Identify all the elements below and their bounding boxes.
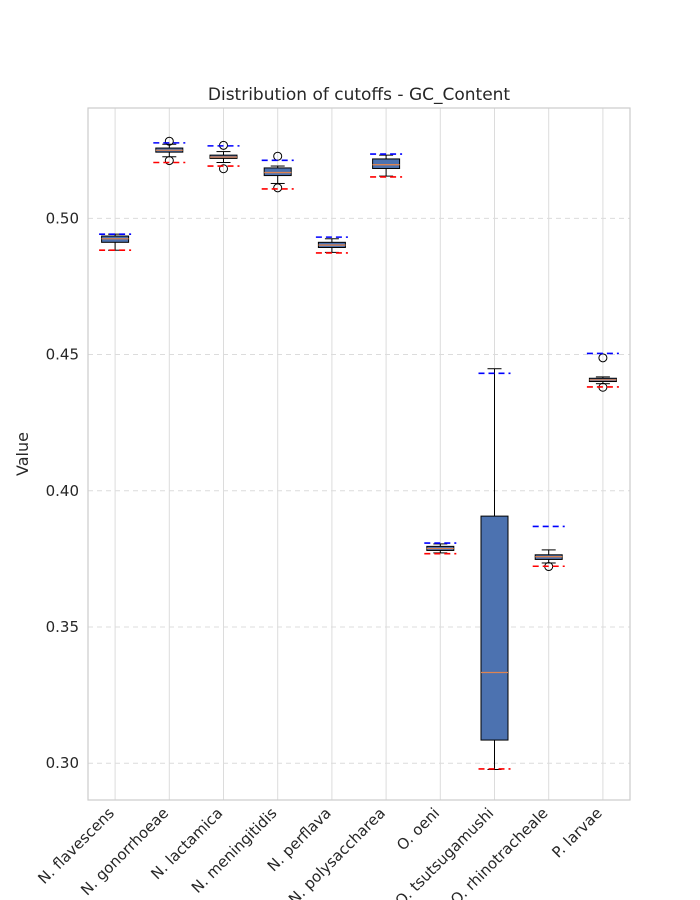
x-tick-label: O. oeni (393, 804, 443, 854)
chart-title: Distribution of cutoffs - GC_Content (208, 85, 511, 105)
x-tick-label: O. rhinotracheale (447, 804, 552, 900)
y-axis-ticks: 0.30 0.35 0.40 0.45 0.50 (46, 209, 79, 772)
outlier-point (273, 183, 283, 193)
box-group (207, 140, 240, 174)
y-tick-label: 0.40 (46, 482, 79, 500)
outlier-point (164, 136, 174, 146)
outlier-point (219, 164, 228, 174)
y-axis-label: Value (13, 432, 32, 476)
y-tick-label: 0.30 (46, 754, 79, 772)
box-group (153, 136, 186, 166)
y-tick-label: 0.50 (46, 209, 79, 227)
x-tick-label: P. larvae (548, 804, 605, 861)
grid-lines (88, 108, 630, 800)
box-group (99, 233, 132, 252)
box-group (532, 525, 565, 572)
plot-area (99, 136, 619, 770)
outlier-point (164, 156, 174, 166)
plot-frame (87, 107, 631, 801)
box-group (261, 151, 294, 193)
box-group (478, 368, 511, 770)
y-tick-label: 0.45 (46, 346, 79, 364)
box-iqr (480, 515, 509, 741)
box-iqr (263, 167, 292, 177)
y-tick-label: 0.35 (46, 618, 79, 636)
box-group (370, 153, 403, 178)
box-group (315, 236, 348, 254)
x-tick-label: N. polysaccharea (285, 804, 389, 900)
box-iqr (372, 158, 401, 169)
box-group (586, 352, 619, 392)
box-group (424, 542, 457, 555)
